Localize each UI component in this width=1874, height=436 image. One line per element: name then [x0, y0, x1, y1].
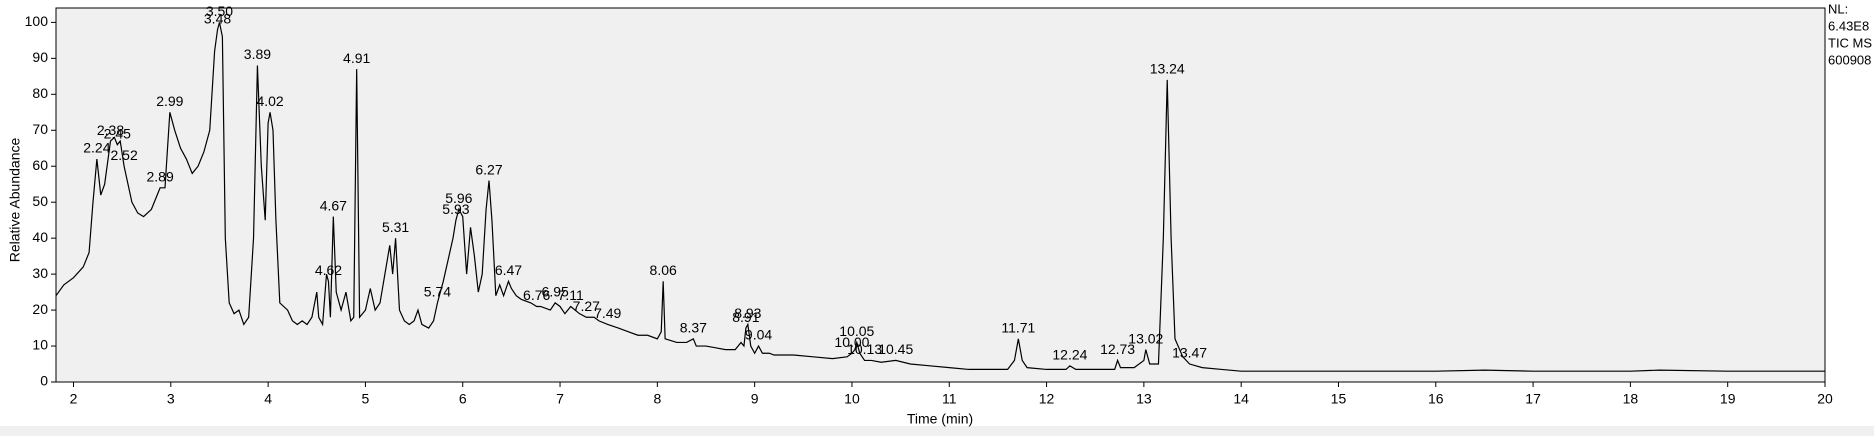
peak-label: 4.67	[320, 197, 347, 213]
x-tick-label: 10	[844, 391, 860, 407]
x-tick-label: 9	[751, 391, 759, 407]
peak-label: 2.99	[156, 93, 183, 109]
x-tick-label: 18	[1623, 391, 1639, 407]
y-tick-label: 60	[32, 157, 48, 173]
x-tick-label: 11	[942, 391, 957, 407]
x-tick-label: 6	[459, 391, 467, 407]
peak-label: 2.89	[146, 169, 173, 185]
peak-label: 7.11	[558, 287, 584, 303]
peak-label: 3.48	[204, 10, 231, 26]
x-tick-label: 16	[1428, 391, 1444, 407]
x-tick-label: 19	[1720, 391, 1736, 407]
y-tick-label: 20	[32, 301, 48, 317]
peak-label: 6.27	[475, 161, 502, 177]
peak-label: 10.05	[839, 323, 874, 339]
y-tick-label: 100	[25, 13, 49, 29]
peak-label: 10.45	[878, 341, 913, 357]
peak-label: 12.73	[1100, 341, 1135, 357]
peak-label: 2.45	[104, 125, 131, 141]
peak-label: 4.02	[256, 93, 283, 109]
y-tick-label: 0	[40, 373, 48, 389]
peak-label: 5.96	[445, 190, 472, 206]
peak-label: 10.13	[847, 341, 882, 357]
y-tick-label: 90	[32, 49, 48, 65]
peak-label: 5.93	[442, 201, 469, 217]
info-text: 600908	[1828, 52, 1871, 67]
info-text: TIC MS	[1828, 35, 1872, 50]
peak-label: 5.31	[382, 219, 409, 235]
x-tick-label: 2	[70, 391, 78, 407]
peak-label: 4.91	[343, 50, 370, 66]
y-tick-label: 50	[32, 193, 48, 209]
peak-label: 2.24	[83, 140, 110, 156]
peak-label: 8.06	[650, 262, 677, 278]
y-axis-label: Relative Abundance	[7, 138, 23, 263]
x-tick-label: 20	[1817, 391, 1833, 407]
peak-label: 4.62	[315, 262, 342, 278]
plot-area	[55, 7, 1826, 383]
peak-label: 2.52	[110, 147, 137, 163]
peak-label: 8.37	[680, 320, 707, 336]
peak-label: 5.74	[424, 284, 451, 300]
x-tick-label: 14	[1233, 391, 1249, 407]
y-tick-label: 40	[32, 229, 48, 245]
x-tick-label: 17	[1525, 391, 1541, 407]
y-tick-label: 80	[32, 85, 48, 101]
peak-label: 6.95	[542, 284, 569, 300]
x-tick-label: 7	[556, 391, 564, 407]
x-axis-label: Time (min)	[907, 411, 973, 427]
peak-label: 6.76	[523, 287, 550, 303]
info-text: 6.43E8	[1828, 18, 1869, 33]
y-tick-label: 30	[32, 265, 48, 281]
trace	[55, 22, 1825, 372]
peak-label: 3.89	[244, 46, 271, 62]
peak-label: 13.02	[1128, 330, 1163, 346]
x-tick-label: 5	[362, 391, 370, 407]
peak-label: 13.47	[1172, 345, 1207, 361]
peak-label: 10.00	[834, 334, 869, 350]
peak-label: 8.91	[732, 309, 759, 325]
y-tick-label: 70	[32, 121, 48, 137]
x-tick-label: 12	[1039, 391, 1055, 407]
peak-label: 8.93	[734, 305, 761, 321]
peak-label: 9.04	[745, 327, 772, 343]
peak-label: 12.24	[1052, 347, 1087, 363]
peak-label: 13.24	[1150, 61, 1185, 77]
x-tick-label: 15	[1331, 391, 1347, 407]
x-tick-label: 13	[1136, 391, 1152, 407]
x-tick-label: 4	[264, 391, 272, 407]
x-tick-label: 3	[167, 391, 175, 407]
peak-label: 2.38	[97, 122, 124, 138]
x-tick-label: 8	[653, 391, 661, 407]
y-tick-label: 10	[32, 337, 48, 353]
info-text: NL:	[1828, 1, 1848, 16]
peak-label: 7.27	[573, 298, 600, 314]
peak-label: 3.50	[206, 3, 233, 19]
peak-label: 6.47	[495, 262, 522, 278]
peak-label: 11.71	[1001, 320, 1035, 336]
footer-strip	[0, 426, 1874, 436]
peak-label: 7.49	[594, 305, 621, 321]
